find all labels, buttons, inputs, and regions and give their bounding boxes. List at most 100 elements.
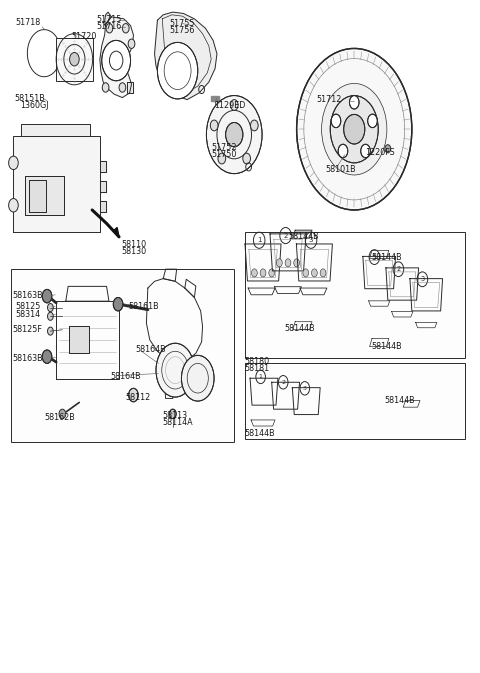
Text: 58163B: 58163B (12, 353, 43, 363)
Polygon shape (300, 288, 327, 295)
Bar (56, 38, 93, 81)
Polygon shape (366, 260, 393, 285)
Circle shape (129, 388, 138, 402)
Polygon shape (114, 227, 119, 237)
Bar (11, 269, 234, 442)
Circle shape (119, 83, 126, 92)
Circle shape (102, 83, 109, 92)
Text: 58162B: 58162B (44, 413, 75, 422)
Circle shape (206, 96, 262, 174)
Circle shape (48, 312, 53, 320)
Polygon shape (295, 391, 318, 412)
Circle shape (210, 120, 218, 131)
Circle shape (243, 153, 251, 164)
Circle shape (320, 269, 326, 277)
Circle shape (294, 258, 300, 267)
Circle shape (338, 144, 348, 157)
Text: 58112: 58112 (126, 393, 151, 402)
Text: 58113: 58113 (162, 411, 187, 420)
Polygon shape (410, 279, 443, 311)
Circle shape (260, 269, 266, 277)
Polygon shape (250, 378, 278, 405)
Polygon shape (163, 269, 177, 281)
Circle shape (42, 289, 52, 303)
Text: 3: 3 (303, 386, 307, 391)
Text: 1220FS: 1220FS (365, 148, 395, 157)
Bar (69, 326, 89, 353)
Circle shape (385, 145, 391, 153)
Text: 58163B: 58163B (12, 291, 43, 300)
Polygon shape (100, 181, 106, 192)
Polygon shape (211, 96, 219, 101)
Polygon shape (386, 268, 419, 300)
Polygon shape (127, 82, 133, 93)
Text: 58314: 58314 (16, 310, 41, 319)
Polygon shape (252, 382, 276, 402)
Polygon shape (13, 136, 100, 232)
Circle shape (252, 269, 257, 277)
Polygon shape (293, 230, 312, 238)
Circle shape (322, 83, 387, 175)
Text: 58130: 58130 (121, 247, 146, 256)
Text: 1: 1 (259, 374, 263, 380)
Text: 58151B: 58151B (14, 94, 45, 103)
Polygon shape (416, 322, 437, 328)
Text: 58144B: 58144B (288, 232, 319, 242)
Bar (29, 180, 46, 212)
Circle shape (230, 100, 238, 110)
Polygon shape (100, 17, 133, 98)
Bar (29, 180, 46, 212)
Text: 51718: 51718 (15, 18, 41, 28)
Polygon shape (413, 283, 440, 308)
Polygon shape (369, 301, 390, 306)
Text: 58144B: 58144B (245, 429, 276, 438)
Text: 3: 3 (309, 238, 313, 243)
Circle shape (251, 120, 258, 131)
Circle shape (106, 24, 113, 33)
Circle shape (156, 343, 194, 397)
Circle shape (128, 39, 135, 48)
Circle shape (169, 409, 176, 419)
Text: 51712: 51712 (317, 95, 342, 104)
Text: 3: 3 (420, 277, 424, 282)
Text: 58144B: 58144B (284, 324, 315, 333)
Polygon shape (105, 12, 111, 25)
Circle shape (285, 258, 291, 267)
Polygon shape (370, 250, 389, 258)
Text: 58125F: 58125F (12, 325, 42, 334)
Polygon shape (275, 287, 301, 293)
Polygon shape (363, 256, 396, 289)
Bar (21, 124, 90, 136)
Circle shape (181, 355, 214, 401)
Polygon shape (66, 287, 109, 302)
Bar (245, 363, 465, 439)
Circle shape (330, 96, 378, 163)
Text: 51716: 51716 (96, 22, 121, 32)
Text: 58144B: 58144B (371, 252, 402, 262)
Text: 58125: 58125 (16, 302, 41, 312)
Circle shape (331, 114, 341, 128)
Polygon shape (245, 244, 281, 281)
Text: 58110: 58110 (121, 240, 146, 249)
Polygon shape (146, 279, 203, 362)
Bar (245, 232, 465, 358)
Circle shape (344, 114, 365, 144)
Polygon shape (385, 149, 391, 160)
Polygon shape (292, 388, 320, 415)
Circle shape (303, 269, 309, 277)
Text: 1: 1 (372, 254, 376, 260)
Text: 1: 1 (257, 238, 262, 243)
Polygon shape (248, 288, 275, 295)
Circle shape (42, 350, 52, 363)
Polygon shape (56, 302, 119, 378)
Text: 58180: 58180 (245, 357, 270, 366)
Text: 51756: 51756 (169, 26, 194, 36)
Bar (69, 326, 89, 353)
Polygon shape (389, 272, 416, 297)
Text: 58164B: 58164B (135, 345, 166, 355)
Polygon shape (163, 362, 177, 398)
Polygon shape (392, 312, 413, 317)
Circle shape (349, 96, 359, 109)
Bar (25, 176, 64, 215)
Text: 51750: 51750 (211, 150, 237, 160)
